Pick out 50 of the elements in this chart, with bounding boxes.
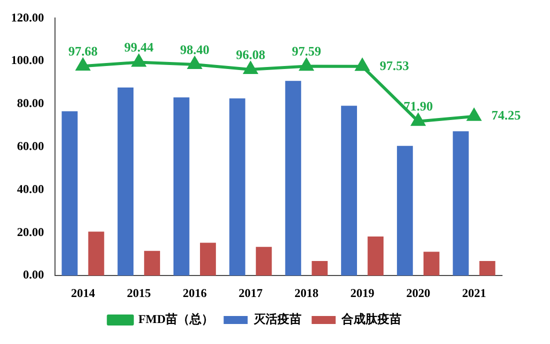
point <box>244 62 258 74</box>
x-tick-label: 2014 <box>70 286 95 300</box>
bar <box>312 261 328 276</box>
bar <box>256 246 272 276</box>
point <box>300 58 314 71</box>
bar <box>285 80 302 276</box>
data-label: 96.08 <box>236 46 266 62</box>
data-label: 98.40 <box>180 42 210 57</box>
bar <box>396 146 413 276</box>
x-tick-label: 2015 <box>126 286 151 300</box>
point <box>76 58 90 71</box>
bar <box>368 236 384 276</box>
legend-label: 灭活疫苗 <box>254 312 302 326</box>
bar <box>88 232 104 276</box>
point <box>467 108 481 121</box>
y-tick-label: 60.00 <box>17 138 44 153</box>
x-tick-label: 2018 <box>294 286 318 300</box>
bar <box>144 250 160 276</box>
y-tick-label: 0.00 <box>23 268 44 282</box>
data-label: 97.68 <box>68 43 98 58</box>
point <box>411 114 425 126</box>
y-tick-label: 20.00 <box>17 224 44 239</box>
x-tick-label: 2021 <box>462 286 486 300</box>
y-tick-label: 120.00 <box>11 10 44 24</box>
bar <box>479 261 496 276</box>
legend-label: 合成肽疫苗 <box>340 312 402 326</box>
data-label: 97.53 <box>380 58 410 73</box>
x-tick-label: 2016 <box>182 286 207 300</box>
bar <box>200 242 216 276</box>
x-tick-label: 2017 <box>238 286 263 300</box>
bar <box>173 97 190 276</box>
y-tick-label: 100.00 <box>11 53 44 68</box>
data-label: 97.59 <box>292 44 322 59</box>
bar <box>229 98 246 276</box>
bar <box>62 111 78 276</box>
point <box>188 57 202 70</box>
data-label: 99.44 <box>124 40 154 55</box>
bar <box>341 106 358 276</box>
x-tick-label: 2020 <box>406 286 430 300</box>
bar <box>452 131 469 276</box>
y-tick-label: 80.00 <box>17 96 44 110</box>
legend-label: FMD苗（总） <box>138 312 214 326</box>
x-tick-label: 2019 <box>350 286 374 300</box>
data-label: 74.25 <box>491 108 522 123</box>
bar <box>423 252 440 276</box>
y-tick-label: 40.00 <box>17 182 44 196</box>
data-label: 71.90 <box>404 98 433 114</box>
point <box>132 54 146 67</box>
point <box>356 58 370 71</box>
bar <box>118 87 134 276</box>
